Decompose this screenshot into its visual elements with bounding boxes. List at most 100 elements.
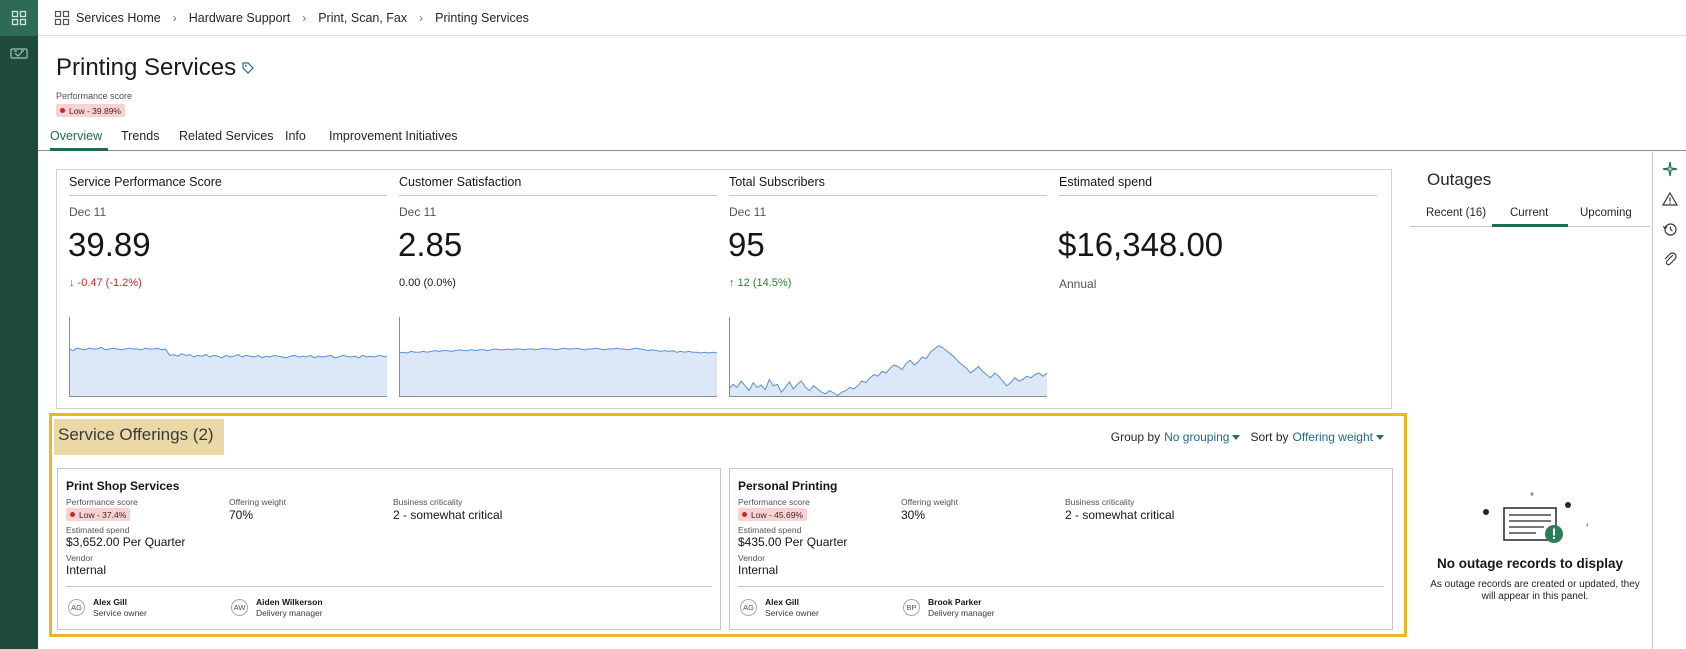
sparkline-satisfaction <box>399 317 717 397</box>
offering-card-print-shop[interactable]: Print Shop Services Performance score Lo… <box>57 468 721 630</box>
service-offerings-section: Service Offerings (2) Group by No groupi… <box>49 413 1407 637</box>
metric-date: Dec 11 <box>399 205 437 219</box>
sort-by-label: Sort by <box>1250 430 1289 444</box>
divider <box>69 195 387 196</box>
offering-name[interactable]: Personal Printing <box>738 479 838 493</box>
avatar: AG <box>740 599 757 616</box>
tab-related-services[interactable]: Related Services <box>179 129 274 143</box>
metric-delta: 0.00 (0.0%) <box>399 277 456 289</box>
active-tab-indicator <box>1492 224 1568 227</box>
sparkline-subscribers <box>729 317 1047 397</box>
group-by-label: Group by <box>1110 430 1161 444</box>
performance-badge: Low - 39.89% <box>56 104 125 117</box>
left-rail <box>0 0 38 649</box>
warning-icon[interactable] <box>1662 191 1678 207</box>
divider <box>1059 195 1377 196</box>
breadcrumb-printing-services: Printing Services <box>435 10 529 25</box>
metric-service-performance[interactable]: Service Performance Score Dec 11 39.89 ↓… <box>57 170 387 410</box>
criticality-label: Business criticality <box>1065 497 1135 507</box>
tab-info[interactable]: Info <box>285 129 306 143</box>
metric-title: Service Performance Score <box>69 175 222 189</box>
sparkline-performance <box>69 317 387 397</box>
outages-tab-recent[interactable]: Recent (16) <box>1426 207 1487 219</box>
spend-value: $3,652.00 Per Quarter <box>66 535 186 549</box>
metric-title: Total Subscribers <box>729 175 825 189</box>
sparkline-area <box>729 345 1047 397</box>
outages-tab-upcoming[interactable]: Upcoming <box>1580 207 1632 219</box>
tab-improvement-initiatives[interactable]: Improvement Initiatives <box>329 129 458 143</box>
empty-state-title: No outage records to display <box>1436 556 1624 571</box>
metric-estimated-spend[interactable]: Estimated spend $16,348.00 Annual <box>1047 170 1377 410</box>
outages-title: Outages <box>1427 170 1492 189</box>
metric-value: 95 <box>728 226 765 263</box>
sort-by-dropdown[interactable]: Offering weight <box>1293 430 1391 444</box>
status-dot-icon <box>70 512 75 517</box>
perf-label: Performance score <box>738 497 810 507</box>
criticality-value: 2 - somewhat critical <box>393 508 503 522</box>
offering-name[interactable]: Print Shop Services <box>66 479 180 493</box>
sparkline-line <box>69 346 387 359</box>
breadcrumb-services-home[interactable]: Services Home <box>76 10 161 25</box>
metric-customer-satisfaction[interactable]: Customer Satisfaction Dec 11 2.85 0.00 (… <box>387 170 717 410</box>
metric-delta: ↓ -0.47 (-1.2%) <box>69 277 142 289</box>
performance-badge-text: Low - 39.89% <box>69 105 121 116</box>
tag-icon[interactable] <box>242 62 254 74</box>
empty-state-description: As outage records are created or updated… <box>1430 579 1640 602</box>
sparkline-area <box>399 348 717 397</box>
performance-score-label: Performance score <box>56 91 133 101</box>
services-grid-icon <box>54 10 70 25</box>
tab-overview[interactable]: Overview <box>50 129 103 143</box>
attachment-icon[interactable] <box>1662 251 1678 267</box>
person-name[interactable]: Alex Gill <box>765 597 800 607</box>
metric-total-subscribers[interactable]: Total Subscribers Dec 11 95 ↑ 12 (14.5%) <box>717 170 1047 410</box>
criticality-label: Business criticality <box>393 497 463 507</box>
divider <box>729 195 1047 196</box>
service-offerings-title: Service Offerings (2) <box>54 419 224 455</box>
performance-badge: Low - 37.4% <box>66 508 131 521</box>
breadcrumb-print-scan-fax[interactable]: Print, Scan, Fax <box>318 10 408 25</box>
tab-trends[interactable]: Trends <box>121 129 160 143</box>
person-role: Service owner <box>93 608 147 618</box>
status-dot-icon <box>742 512 747 517</box>
avatar: AG <box>68 599 85 616</box>
history-icon[interactable] <box>1662 221 1678 237</box>
chevron-right-icon: › <box>302 10 307 25</box>
page-title: Printing Services <box>56 54 237 81</box>
vendor-label: Vendor <box>66 553 93 563</box>
sort-by-value: Offering weight <box>1292 430 1374 444</box>
vendor-value: Internal <box>738 563 779 577</box>
metric-value: $16,348.00 <box>1058 226 1224 263</box>
sparkline-line <box>399 347 717 354</box>
avatar: BP <box>903 599 920 616</box>
divider <box>738 586 1384 587</box>
apps-grid-button[interactable] <box>0 0 38 36</box>
person-name[interactable]: Brook Parker <box>928 597 982 607</box>
tab-bar: Overview Trends Related Services Info Im… <box>38 126 1686 151</box>
empty-outages-illustration-icon <box>1483 492 1588 543</box>
breadcrumb: Services Home › Hardware Support › Print… <box>38 0 1686 36</box>
caret-down-icon <box>1232 435 1241 441</box>
spend-label: Estimated spend <box>66 525 130 535</box>
outages-tab-current[interactable]: Current <box>1510 207 1549 219</box>
chevron-right-icon: › <box>172 10 177 25</box>
handshake-button[interactable] <box>0 36 38 72</box>
breadcrumb-hardware-support[interactable]: Hardware Support <box>188 10 291 25</box>
person-name[interactable]: Alex Gill <box>93 597 128 607</box>
weight-value: 70% <box>229 508 254 522</box>
avatar: AW <box>231 599 248 616</box>
sparkline-area <box>69 347 387 397</box>
group-by-dropdown[interactable]: No grouping <box>1164 430 1246 444</box>
metric-value: 2.85 <box>398 226 463 263</box>
metric-date: Dec 11 <box>729 205 767 219</box>
metric-date: Dec 11 <box>69 205 107 219</box>
metric-title: Customer Satisfaction <box>399 175 522 189</box>
offering-card-personal-printing[interactable]: Personal Printing Performance score Low … <box>729 468 1393 630</box>
divider <box>399 195 717 196</box>
person-role: Service owner <box>765 608 819 618</box>
criticality-value: 2 - somewhat critical <box>1065 508 1175 522</box>
vendor-value: Internal <box>66 563 107 577</box>
person-name[interactable]: Aiden Wilkerson <box>256 597 323 607</box>
sparkle-icon[interactable] <box>1662 161 1678 177</box>
spend-value: $435.00 Per Quarter <box>738 535 848 549</box>
